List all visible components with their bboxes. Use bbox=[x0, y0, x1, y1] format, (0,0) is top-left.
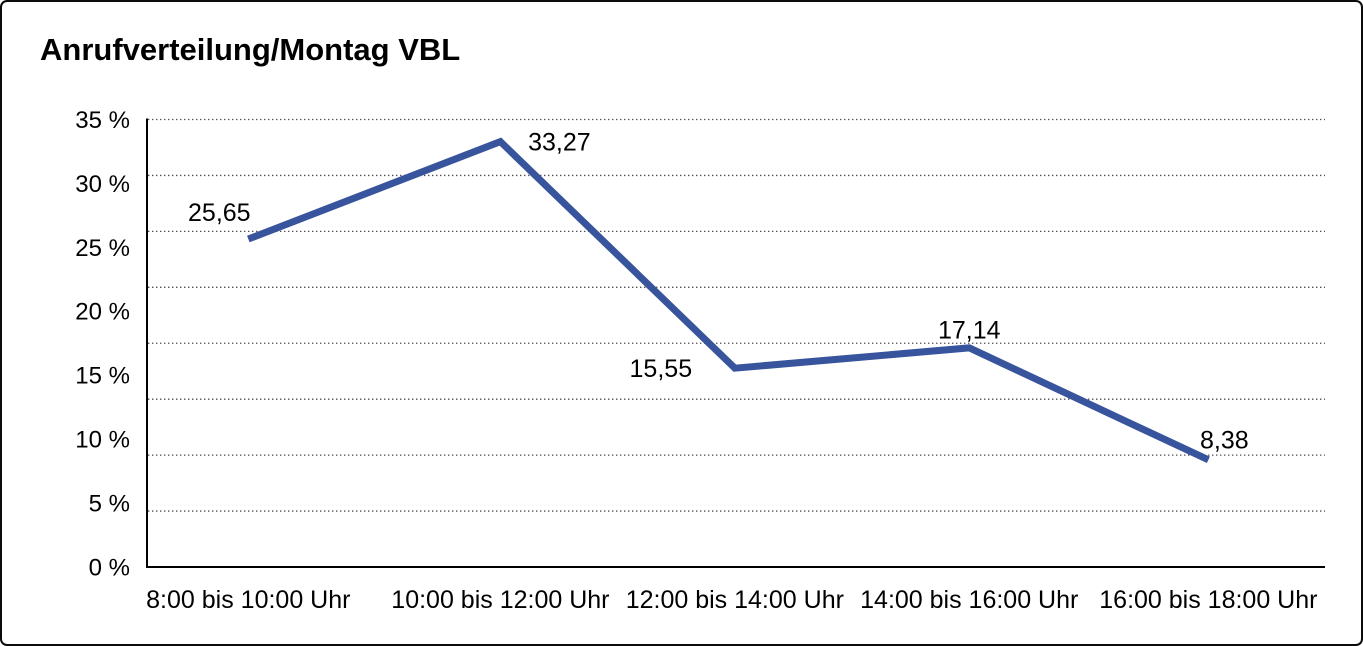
y-tick-label: 10 % bbox=[75, 427, 130, 454]
y-tick-label: 5 % bbox=[89, 490, 130, 517]
data-label: 17,14 bbox=[938, 317, 1001, 345]
y-tick-label: 15 % bbox=[75, 363, 130, 390]
x-tick-label: 16:00 bis 18:00 Uhr bbox=[1099, 586, 1317, 614]
x-tick-label: 14:00 bis 16:00 Uhr bbox=[860, 586, 1078, 614]
y-tick-label: 30 % bbox=[75, 171, 130, 198]
data-label: 8,38 bbox=[1200, 427, 1249, 455]
chart-title: Anrufverteilung/Montag VBL bbox=[40, 32, 461, 67]
y-tick-label: 0 % bbox=[89, 554, 130, 581]
data-label: 25,65 bbox=[188, 199, 251, 227]
x-tick-label: 8:00 bis 10:00 Uhr bbox=[146, 586, 350, 614]
x-tick-label: 12:00 bis 14:00 Uhr bbox=[626, 586, 844, 614]
y-tick-label: 25 % bbox=[75, 235, 130, 262]
y-tick-label: 35 % bbox=[75, 107, 130, 134]
y-tick-label: 20 % bbox=[75, 299, 130, 326]
x-tick-label: 10:00 bis 12:00 Uhr bbox=[391, 586, 609, 614]
data-line bbox=[247, 137, 1210, 464]
data-label: 33,27 bbox=[528, 128, 591, 156]
data-label: 15,55 bbox=[630, 355, 693, 383]
